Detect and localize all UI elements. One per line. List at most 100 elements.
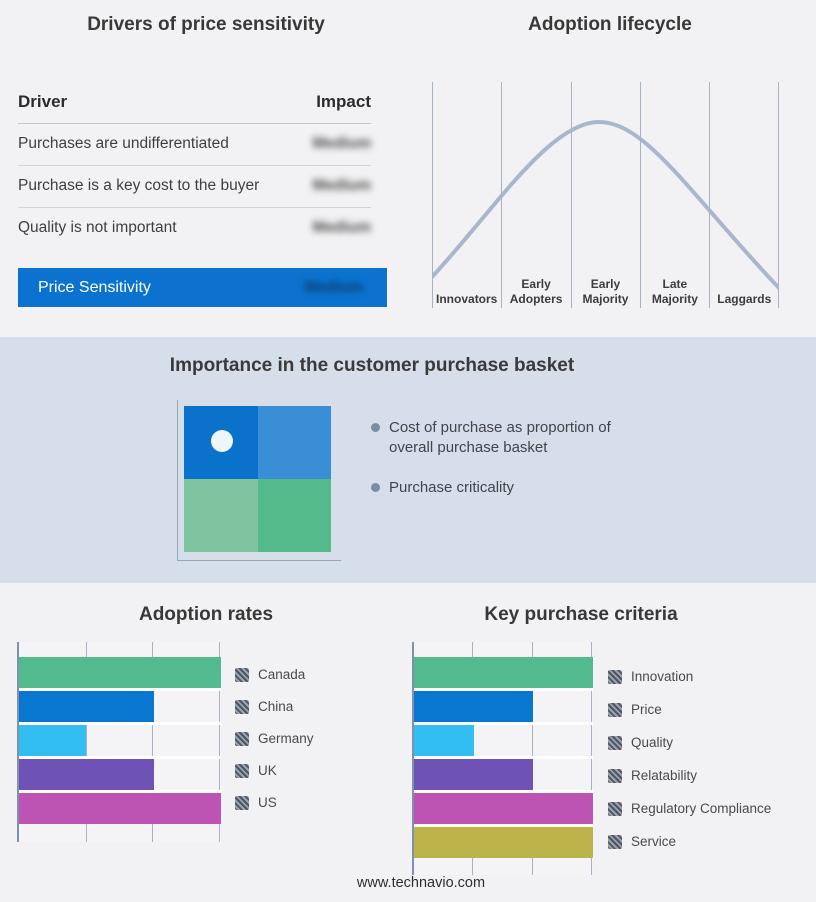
hatched-swatch-icon <box>235 731 249 746</box>
bar-relatability <box>414 759 534 790</box>
x-gridline <box>219 642 220 842</box>
bar-gap <box>19 688 221 691</box>
bar-service <box>414 827 594 858</box>
legend-item: Service <box>608 834 771 849</box>
bar-uk <box>19 759 154 790</box>
stage-gridline <box>778 82 779 308</box>
legend-item: Price <box>608 702 771 717</box>
stage-label: Early Majority <box>582 277 629 306</box>
lifecycle-chart: Innovators Early Adopters Early Majority… <box>432 82 779 308</box>
website-url: www.technavio.com <box>356 875 486 891</box>
impact-cell-blurred: Medium <box>312 219 371 236</box>
bar-canada <box>19 657 221 688</box>
stage-gridline <box>571 82 572 308</box>
quadrant-bottom-right <box>257 479 331 552</box>
bar-gap <box>414 824 593 827</box>
lifecycle-curve <box>432 119 779 290</box>
bar-innovation <box>414 657 594 688</box>
impact-cell-blurred: Medium <box>312 177 371 194</box>
key-criteria-title: Key purchase criteria <box>484 604 678 625</box>
legend-item: Quality <box>608 735 771 750</box>
legend-label: Regulatory Compliance <box>631 801 772 816</box>
basket-bullet-list: Cost of purchase as proportion of overal… <box>371 418 641 519</box>
list-item: Cost of purchase as proportion of overal… <box>371 418 641 457</box>
driver-cell: Purchase is a key cost to the buyer <box>18 177 260 194</box>
impact-cell-blurred: Medium <box>304 278 363 296</box>
legend-item: Regulatory Compliance <box>608 801 771 816</box>
col-header-impact: Impact <box>316 92 371 111</box>
drivers-table-header: Driver Impact <box>18 92 371 124</box>
hatched-swatch-icon <box>608 834 622 849</box>
table-row: Quality is not important Medium <box>18 208 371 249</box>
adoption-rates-chart <box>17 642 221 842</box>
driver-cell: Quality is not important <box>18 219 177 236</box>
x-gridline <box>86 642 87 842</box>
legend-label: Price <box>631 702 662 717</box>
bar-gap <box>414 722 593 725</box>
bar-china <box>19 691 154 722</box>
legend-item: Canada <box>235 667 314 682</box>
hatched-swatch-icon <box>608 669 622 684</box>
adoption-rates-legend: Canada China Germany UK US <box>235 667 314 810</box>
quadrant-y-axis <box>177 400 178 561</box>
key-criteria-legend: Innovation Price Quality Relatability Re… <box>608 669 771 849</box>
legend-item: Relatability <box>608 768 771 783</box>
col-header-driver: Driver <box>18 92 68 111</box>
list-item: Purchase criticality <box>371 478 641 498</box>
legend-item: US <box>235 795 314 810</box>
bar-gap <box>19 756 221 759</box>
legend-label: Relatability <box>631 768 698 783</box>
legend-label: Germany <box>258 731 314 746</box>
quadrant-matrix <box>184 406 331 552</box>
quadrant-bottom-left <box>184 479 258 552</box>
legend-label: China <box>258 699 294 714</box>
bullet-icon <box>371 483 380 492</box>
bar-us <box>19 793 221 824</box>
bar-group <box>19 657 221 824</box>
bar-group <box>414 657 594 858</box>
bar-germany <box>19 725 87 756</box>
hatched-swatch-icon <box>235 795 249 810</box>
lifecycle-stage-labels: Innovators Early Adopters Early Majority… <box>432 274 779 306</box>
bar-gap <box>414 688 593 691</box>
drivers-title: Drivers of price sensitivity <box>87 14 325 35</box>
drivers-table: Driver Impact Purchases are undifferenti… <box>18 92 371 249</box>
bar-quality <box>414 725 474 756</box>
bar-regulatory-compliance <box>414 793 594 824</box>
legend-item: UK <box>235 763 314 778</box>
price-sensitivity-highlight-row: Price Sensitivity Medium <box>18 268 387 307</box>
legend-label: Innovation <box>631 669 694 684</box>
adoption-rates-title: Adoption rates <box>138 604 274 625</box>
hatched-swatch-icon <box>235 763 249 778</box>
bar-gap <box>19 722 221 725</box>
lifecycle-title: Adoption lifecycle <box>528 14 692 35</box>
driver-cell: Purchases are undifferentiated <box>18 135 229 152</box>
bar-gap <box>414 756 593 759</box>
bar-gap <box>19 790 221 793</box>
position-marker-dot <box>211 430 233 452</box>
price-sensitivity-label: Price Sensitivity <box>38 278 151 296</box>
hatched-swatch-icon <box>608 801 622 816</box>
hatched-swatch-icon <box>608 702 622 717</box>
quadrant-x-axis <box>177 560 341 561</box>
quadrant-top-right <box>257 406 331 479</box>
purchase-basket-section: Importance in the customer purchase bask… <box>0 337 816 583</box>
legend-item: Germany <box>235 731 314 746</box>
hatched-swatch-icon <box>608 768 622 783</box>
legend-label: Quality <box>631 735 674 750</box>
table-row: Purchases are undifferentiated Medium <box>18 124 371 166</box>
bullet-icon <box>371 423 380 432</box>
impact-cell-blurred: Medium <box>312 135 371 152</box>
stage-gridline <box>432 82 433 308</box>
stage-gridline <box>640 82 641 308</box>
y-axis-line <box>17 642 19 842</box>
legend-label: Service <box>631 834 677 849</box>
table-row: Purchase is a key cost to the buyer Medi… <box>18 166 371 208</box>
key-criteria-chart <box>412 642 594 875</box>
y-axis-line <box>412 642 414 875</box>
hatched-swatch-icon <box>235 699 249 714</box>
hatched-swatch-icon <box>235 667 249 682</box>
bullet-text: Purchase criticality <box>389 479 515 496</box>
basket-title: Importance in the customer purchase bask… <box>169 355 575 376</box>
